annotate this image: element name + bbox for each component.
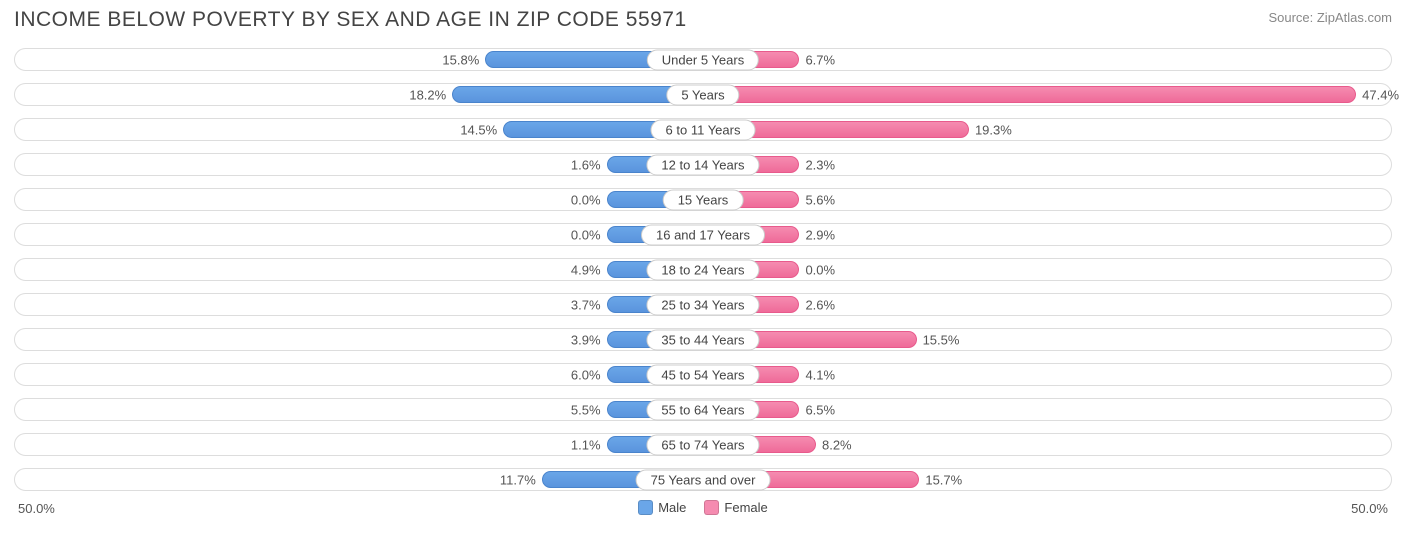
- chart-row: 3.7% 2.6% 25 to 34 Years: [14, 289, 1392, 320]
- female-value: 2.3%: [805, 157, 835, 172]
- male-swatch-icon: [638, 500, 653, 515]
- category-label: 65 to 74 Years: [646, 434, 759, 455]
- chart-header: INCOME BELOW POVERTY BY SEX AND AGE IN Z…: [14, 8, 1392, 32]
- male-value: 3.7%: [571, 297, 601, 312]
- male-value: 14.5%: [460, 122, 497, 137]
- female-value: 0.0%: [805, 262, 835, 277]
- chart-rows: 15.8%6.7%Under 5 Years18.2%47.4%5 Years1…: [14, 44, 1392, 495]
- female-swatch-icon: [704, 500, 719, 515]
- chart-row: 15.8% 6.7% Under 5 Years: [14, 44, 1392, 75]
- chart-row: 5.5% 6.5% 55 to 64 Years: [14, 394, 1392, 425]
- female-value: 47.4%: [1362, 87, 1399, 102]
- category-label: 25 to 34 Years: [646, 294, 759, 315]
- male-value: 6.0%: [571, 367, 601, 382]
- female-bar: [703, 86, 1356, 103]
- female-value: 15.5%: [923, 332, 960, 347]
- chart-row: 1.1% 8.2% 65 to 74 Years: [14, 429, 1392, 460]
- chart-row: 0.0% 5.6% 15 Years: [14, 184, 1392, 215]
- chart-row: 1.6% 2.3% 12 to 14 Years: [14, 149, 1392, 180]
- axis-left-label: 50.0%: [18, 501, 55, 516]
- female-value: 15.7%: [925, 472, 962, 487]
- male-value: 11.7%: [500, 472, 536, 487]
- category-label: 5 Years: [666, 84, 739, 105]
- category-label: 75 Years and over: [636, 469, 771, 490]
- male-value: 1.6%: [571, 157, 601, 172]
- chart-title: INCOME BELOW POVERTY BY SEX AND AGE IN Z…: [14, 8, 687, 32]
- chart-row: 14.5% 19.3% 6 to 11 Years: [14, 114, 1392, 145]
- legend-item-male: Male: [638, 500, 686, 515]
- category-label: 16 and 17 Years: [641, 224, 765, 245]
- female-value: 6.7%: [805, 52, 835, 67]
- chart-source: Source: ZipAtlas.com: [1268, 8, 1392, 25]
- axis-right-label: 50.0%: [1351, 501, 1388, 516]
- chart-row: 18.2%47.4%5 Years: [14, 79, 1392, 110]
- category-label: 12 to 14 Years: [646, 154, 759, 175]
- male-value: 0.0%: [571, 227, 601, 242]
- female-value: 2.6%: [805, 297, 835, 312]
- category-label: 18 to 24 Years: [646, 259, 759, 280]
- legend-female-label: Female: [724, 500, 767, 515]
- chart-row: 6.0% 4.1% 45 to 54 Years: [14, 359, 1392, 390]
- chart-container: INCOME BELOW POVERTY BY SEX AND AGE IN Z…: [0, 0, 1406, 523]
- category-label: 15 Years: [663, 189, 744, 210]
- category-label: 35 to 44 Years: [646, 329, 759, 350]
- female-value: 4.1%: [805, 367, 835, 382]
- female-value: 19.3%: [975, 122, 1012, 137]
- legend-male-label: Male: [658, 500, 686, 515]
- chart-row: 0.0% 2.9% 16 and 17 Years: [14, 219, 1392, 250]
- male-value: 0.0%: [571, 192, 601, 207]
- category-label: 6 to 11 Years: [651, 119, 756, 140]
- male-value: 4.9%: [571, 262, 601, 277]
- male-value: 15.8%: [442, 52, 479, 67]
- female-value: 2.9%: [805, 227, 835, 242]
- male-value: 5.5%: [571, 402, 601, 417]
- chart-legend: Male Female: [14, 500, 1392, 515]
- male-value: 18.2%: [409, 87, 446, 102]
- female-value: 6.5%: [805, 402, 835, 417]
- category-label: Under 5 Years: [647, 49, 759, 70]
- category-label: 45 to 54 Years: [646, 364, 759, 385]
- male-value: 3.9%: [571, 332, 601, 347]
- legend-item-female: Female: [704, 500, 767, 515]
- chart-row: 3.9% 15.5% 35 to 44 Years: [14, 324, 1392, 355]
- female-value: 8.2%: [822, 437, 852, 452]
- chart-row: 4.9% 0.0% 18 to 24 Years: [14, 254, 1392, 285]
- chart-row: 11.7% 15.7% 75 Years and over: [14, 464, 1392, 495]
- category-label: 55 to 64 Years: [646, 399, 759, 420]
- male-value: 1.1%: [571, 437, 601, 452]
- female-value: 5.6%: [805, 192, 835, 207]
